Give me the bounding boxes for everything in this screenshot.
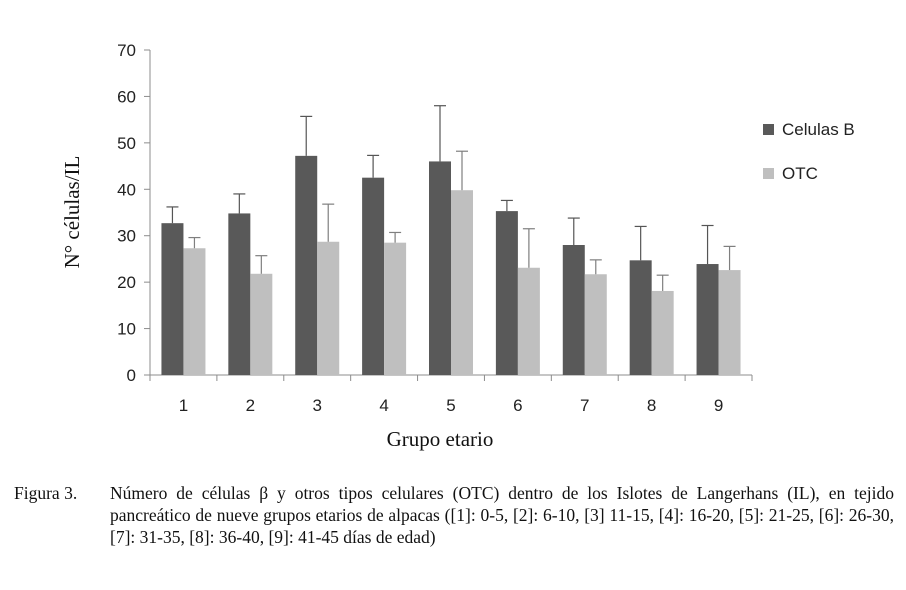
x-tick-label: 5 [446,396,455,415]
bar-celulas-b [362,177,385,375]
bar-celulas-b [228,213,251,375]
y-tick-label: 0 [127,366,136,385]
x-tick-label: 4 [379,396,388,415]
bar-celulas-b [295,155,318,375]
bar-otc [250,273,273,375]
caption-label: Figura 3. [14,483,78,503]
bar-celulas-b [562,245,585,375]
x-tick-label: 2 [246,396,255,415]
tick-labels: 0 10 20 30 40 50 60 70 1 2 3 4 5 6 7 8 9 [117,41,723,415]
bars [161,155,741,375]
bar-otc [183,248,206,375]
figure-caption: Figura 3. Número de células β y otros ti… [14,482,894,548]
bar-otc [517,267,540,375]
y-tick-label: 30 [117,227,136,246]
caption-text: Número de células β y otros tipos celula… [110,483,894,547]
y-tick-label: 20 [117,273,136,292]
legend-label-celulas-b: Celulas B [782,120,855,139]
bar-celulas-b [429,161,451,375]
x-tick-label: 7 [580,396,589,415]
y-tick-label: 70 [117,41,136,60]
x-tick-label: 6 [513,396,522,415]
y-tick-label: 40 [117,180,136,199]
bar-otc [317,241,340,375]
legend-swatch-celulas-b [763,124,774,135]
y-axis-label: N° células/IL [60,156,84,269]
bar-celulas-b [696,264,719,375]
error-bars [166,105,736,291]
bar-otc [584,274,607,375]
y-tick-label: 50 [117,134,136,153]
legend-label-otc: OTC [782,164,818,183]
bar-otc [451,190,473,375]
x-tick-label: 3 [312,396,321,415]
bar-otc [718,270,741,375]
bar-celulas-b [495,211,518,375]
x-tick-label: 1 [179,396,188,415]
bar-chart: 0 10 20 30 40 50 60 70 1 2 3 4 5 6 7 8 9 Grupo etario N°… [60,41,855,451]
x-axis-label: Grupo etario [387,427,494,451]
y-tick-label: 10 [117,320,136,339]
y-tick-label: 60 [117,87,136,106]
bar-otc [651,290,674,375]
bar-celulas-b [161,223,184,375]
x-tick-label: 9 [714,396,723,415]
x-tick-label: 8 [647,396,656,415]
bar-celulas-b [629,260,652,375]
legend-swatch-otc [763,168,774,179]
legend: Celulas B OTC [763,120,855,183]
bar-otc [384,242,407,375]
